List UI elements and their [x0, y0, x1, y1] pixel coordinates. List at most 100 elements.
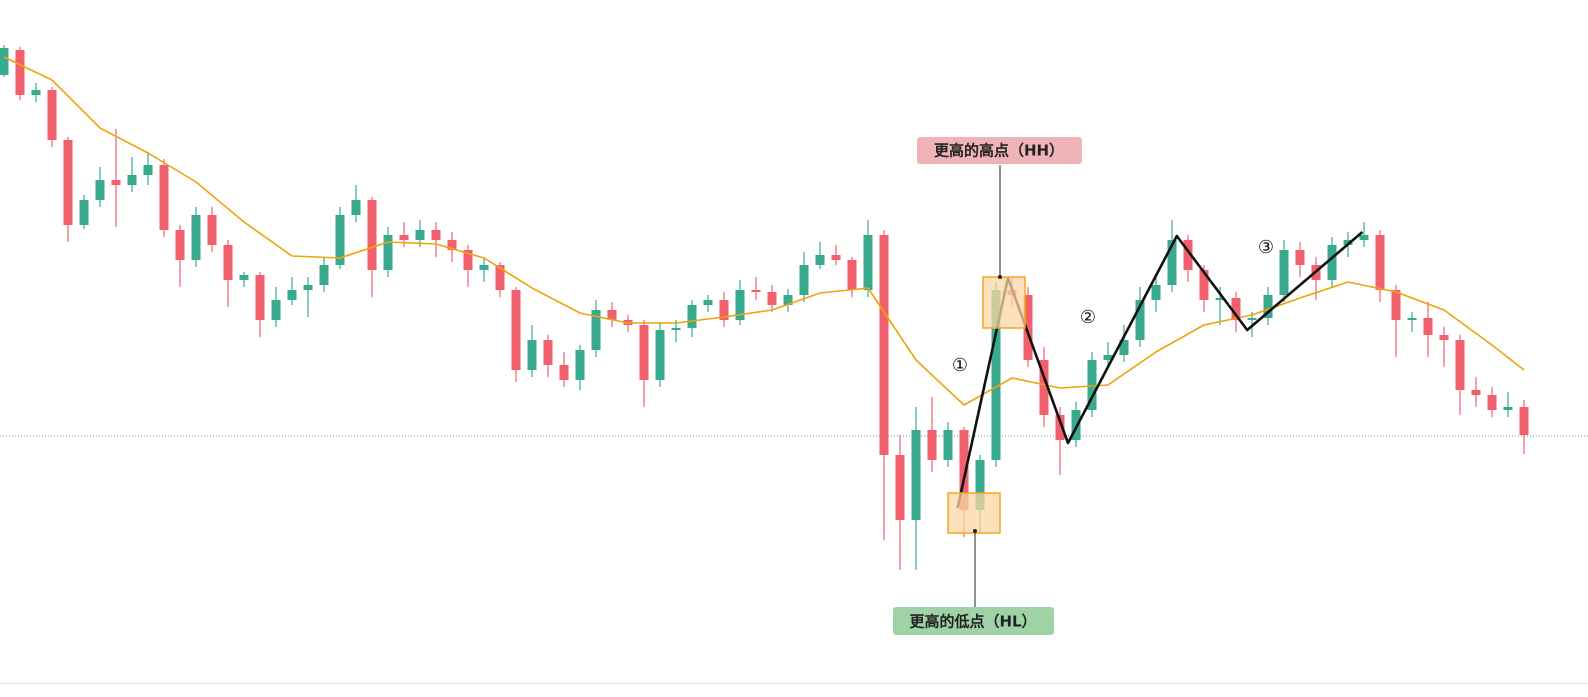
candle-body	[223, 245, 233, 280]
candle-body	[95, 180, 105, 200]
candle-body	[351, 200, 361, 215]
candle-body	[335, 215, 345, 265]
candle-body	[271, 300, 281, 320]
candle-body	[447, 240, 457, 250]
candle-body	[1103, 355, 1113, 360]
candle-body	[431, 230, 441, 240]
candle-body	[127, 175, 137, 185]
candle-body	[1375, 235, 1385, 290]
hl-highlight	[947, 492, 1001, 534]
candle-body	[79, 200, 89, 225]
candle-body	[943, 430, 953, 460]
candle-body	[1391, 290, 1401, 320]
candle-body	[175, 230, 185, 260]
candle-body	[735, 290, 745, 320]
candle-body	[911, 430, 921, 520]
candle-body	[463, 250, 473, 270]
hh-highlight	[982, 276, 1026, 329]
candle-body	[1199, 270, 1209, 300]
candle-body	[1455, 340, 1465, 390]
candle-body	[1167, 240, 1177, 285]
candle-body	[1359, 235, 1369, 240]
candle-body	[143, 165, 153, 175]
candle-body	[511, 290, 521, 370]
candle-body	[719, 300, 729, 320]
candle-body	[255, 275, 265, 320]
candle-body	[191, 215, 201, 260]
candle-body	[1183, 240, 1193, 270]
candle-body	[527, 340, 537, 370]
hl-label-box	[893, 607, 1054, 635]
candle-body	[975, 460, 985, 510]
candle-body	[319, 265, 329, 285]
candle-body	[63, 140, 73, 225]
hh-label: 更高的高点（HH）	[934, 142, 1064, 160]
candle-body	[1119, 340, 1129, 355]
candle-body	[1279, 250, 1289, 295]
candle-body	[751, 290, 761, 292]
candle-body	[1407, 318, 1417, 320]
candle-body	[959, 430, 969, 510]
candle-body	[399, 235, 409, 240]
candle-body	[1471, 390, 1481, 395]
candle-body	[991, 290, 1001, 460]
candle-body	[31, 90, 41, 95]
hh-dot	[998, 275, 1002, 279]
hh-label-box	[917, 137, 1082, 164]
candle-body	[1023, 295, 1033, 360]
candle-body	[767, 292, 777, 305]
candle-body	[671, 328, 681, 330]
candle-body	[1263, 295, 1273, 318]
candle-body	[159, 165, 169, 230]
candle-body	[783, 295, 793, 305]
candle-body	[1039, 360, 1049, 415]
candle-body	[15, 50, 25, 95]
candle-body	[863, 235, 873, 290]
candle-body	[639, 325, 649, 380]
candle-body	[367, 200, 377, 270]
candle-body	[0, 48, 9, 75]
moving-average-line	[3, 56, 1525, 406]
candle-body	[815, 255, 825, 265]
candle-body	[1423, 318, 1433, 335]
candle-body	[303, 285, 313, 290]
plot-area	[0, 45, 1588, 570]
candle-body	[927, 430, 937, 460]
annotations: 更高的高点（HH） 更高的低点（HL） ① ② ③	[893, 137, 1274, 635]
candle-body	[1295, 250, 1305, 265]
candle-body	[543, 340, 553, 365]
hl-label: 更高的低点（HL）	[909, 613, 1036, 631]
candle-body	[895, 455, 905, 520]
candle-body	[1439, 335, 1449, 340]
zigzag-line	[956, 231, 1364, 509]
wave-number: ③	[1258, 237, 1274, 258]
candle-body	[287, 290, 297, 300]
candle-body	[111, 180, 121, 185]
candle-body	[239, 275, 249, 280]
candle-body	[655, 330, 665, 380]
candle-body	[607, 310, 617, 320]
candle-body	[495, 265, 505, 290]
candle-body	[1343, 240, 1353, 245]
candle-body	[879, 235, 889, 455]
candle-body	[1327, 245, 1337, 280]
candle-body	[1503, 407, 1513, 410]
candle-body	[1215, 298, 1225, 300]
candle-body	[703, 300, 713, 305]
candle-body	[591, 310, 601, 350]
candle-body	[415, 230, 425, 240]
candle-body	[687, 305, 697, 328]
candle-body	[383, 235, 393, 270]
candle-body	[1231, 298, 1241, 320]
candle-body	[1151, 285, 1161, 300]
candle-body	[831, 255, 841, 260]
candle-body	[1087, 360, 1097, 410]
candle-body	[479, 265, 489, 270]
candle-body	[207, 215, 217, 245]
hl-dot	[973, 529, 977, 533]
candle-body	[1519, 407, 1529, 435]
candle-body	[1055, 415, 1065, 440]
candle-body	[559, 365, 569, 380]
